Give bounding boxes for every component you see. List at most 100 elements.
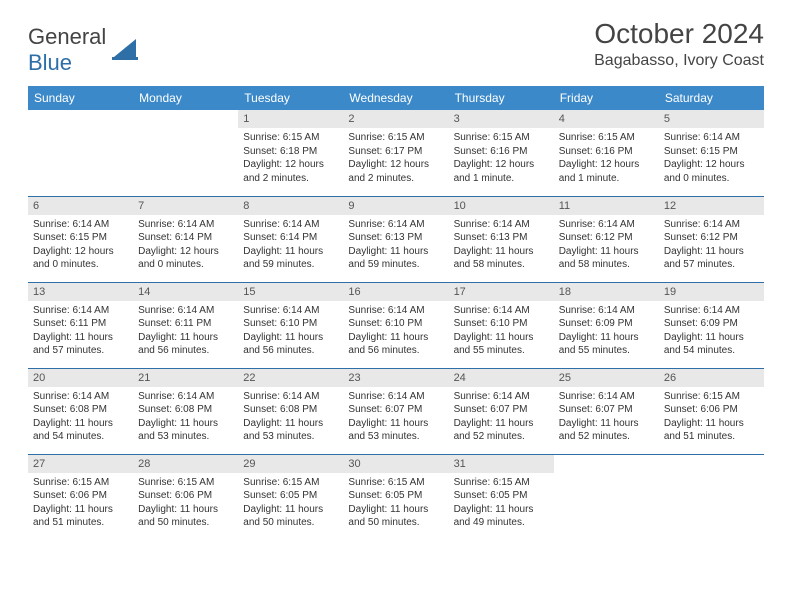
day-details: Sunrise: 6:14 AMSunset: 6:08 PMDaylight:… xyxy=(238,387,343,450)
day-details: Sunrise: 6:14 AMSunset: 6:10 PMDaylight:… xyxy=(238,301,343,364)
day-details: Sunrise: 6:14 AMSunset: 6:15 PMDaylight:… xyxy=(659,128,764,191)
calendar-day-cell: 15Sunrise: 6:14 AMSunset: 6:10 PMDayligh… xyxy=(238,282,343,368)
day-number: 30 xyxy=(343,455,448,473)
day-number: 9 xyxy=(343,197,448,215)
sunrise-text: Sunrise: 6:14 AM xyxy=(33,390,128,404)
daylight-text: Daylight: 11 hours and 56 minutes. xyxy=(138,331,233,358)
daylight-text: Daylight: 11 hours and 50 minutes. xyxy=(348,503,443,530)
day-number: 2 xyxy=(343,110,448,128)
sunset-text: Sunset: 6:15 PM xyxy=(33,231,128,245)
day-number: 21 xyxy=(133,369,238,387)
day-number: 22 xyxy=(238,369,343,387)
sunset-text: Sunset: 6:07 PM xyxy=(454,403,549,417)
day-details: Sunrise: 6:14 AMSunset: 6:07 PMDaylight:… xyxy=(449,387,554,450)
day-number: 29 xyxy=(238,455,343,473)
day-number: 25 xyxy=(554,369,659,387)
sunrise-text: Sunrise: 6:14 AM xyxy=(33,218,128,232)
daylight-text: Daylight: 11 hours and 53 minutes. xyxy=(348,417,443,444)
sunset-text: Sunset: 6:06 PM xyxy=(138,489,233,503)
day-number: 4 xyxy=(554,110,659,128)
calendar-day-cell: .. xyxy=(659,454,764,540)
sunrise-text: Sunrise: 6:14 AM xyxy=(454,218,549,232)
daylight-text: Daylight: 11 hours and 58 minutes. xyxy=(559,245,654,272)
daylight-text: Daylight: 11 hours and 52 minutes. xyxy=(559,417,654,444)
daylight-text: Daylight: 12 hours and 0 minutes. xyxy=(138,245,233,272)
calendar-day-cell: .. xyxy=(28,110,133,196)
calendar-day-cell: 2Sunrise: 6:15 AMSunset: 6:17 PMDaylight… xyxy=(343,110,448,196)
sunrise-text: Sunrise: 6:15 AM xyxy=(348,476,443,490)
daylight-text: Daylight: 11 hours and 50 minutes. xyxy=(243,503,338,530)
day-details: Sunrise: 6:15 AMSunset: 6:05 PMDaylight:… xyxy=(238,473,343,536)
sunrise-text: Sunrise: 6:14 AM xyxy=(348,218,443,232)
day-number: 20 xyxy=(28,369,133,387)
day-details: Sunrise: 6:14 AMSunset: 6:07 PMDaylight:… xyxy=(554,387,659,450)
daylight-text: Daylight: 11 hours and 57 minutes. xyxy=(33,331,128,358)
day-details: Sunrise: 6:14 AMSunset: 6:12 PMDaylight:… xyxy=(554,215,659,278)
calendar-day-cell: 12Sunrise: 6:14 AMSunset: 6:12 PMDayligh… xyxy=(659,196,764,282)
day-details: Sunrise: 6:14 AMSunset: 6:11 PMDaylight:… xyxy=(28,301,133,364)
sunset-text: Sunset: 6:13 PM xyxy=(348,231,443,245)
brand-word1: General xyxy=(28,24,106,49)
day-details: Sunrise: 6:15 AMSunset: 6:05 PMDaylight:… xyxy=(449,473,554,536)
daylight-text: Daylight: 11 hours and 55 minutes. xyxy=(454,331,549,358)
sunset-text: Sunset: 6:07 PM xyxy=(348,403,443,417)
daylight-text: Daylight: 11 hours and 53 minutes. xyxy=(138,417,233,444)
calendar-week-row: 6Sunrise: 6:14 AMSunset: 6:15 PMDaylight… xyxy=(28,196,764,282)
sunset-text: Sunset: 6:14 PM xyxy=(243,231,338,245)
sunrise-text: Sunrise: 6:15 AM xyxy=(664,390,759,404)
sunset-text: Sunset: 6:08 PM xyxy=(243,403,338,417)
calendar-day-cell: .. xyxy=(554,454,659,540)
sunrise-text: Sunrise: 6:14 AM xyxy=(138,390,233,404)
sunrise-text: Sunrise: 6:14 AM xyxy=(454,390,549,404)
day-number: 16 xyxy=(343,283,448,301)
day-number: 28 xyxy=(133,455,238,473)
calendar-day-cell: 1Sunrise: 6:15 AMSunset: 6:18 PMDaylight… xyxy=(238,110,343,196)
sunset-text: Sunset: 6:12 PM xyxy=(664,231,759,245)
sunset-text: Sunset: 6:16 PM xyxy=(559,145,654,159)
sunset-text: Sunset: 6:10 PM xyxy=(454,317,549,331)
day-number: 11 xyxy=(554,197,659,215)
sunrise-text: Sunrise: 6:14 AM xyxy=(243,390,338,404)
page-title: October 2024 xyxy=(594,18,764,50)
sunset-text: Sunset: 6:17 PM xyxy=(348,145,443,159)
calendar-day-cell: 25Sunrise: 6:14 AMSunset: 6:07 PMDayligh… xyxy=(554,368,659,454)
day-number: 24 xyxy=(449,369,554,387)
day-details: Sunrise: 6:14 AMSunset: 6:10 PMDaylight:… xyxy=(449,301,554,364)
day-number: 10 xyxy=(449,197,554,215)
daylight-text: Daylight: 11 hours and 50 minutes. xyxy=(138,503,233,530)
daylight-text: Daylight: 12 hours and 0 minutes. xyxy=(664,158,759,185)
calendar-day-cell: 5Sunrise: 6:14 AMSunset: 6:15 PMDaylight… xyxy=(659,110,764,196)
sunset-text: Sunset: 6:05 PM xyxy=(454,489,549,503)
sunrise-text: Sunrise: 6:14 AM xyxy=(559,390,654,404)
sunrise-text: Sunrise: 6:15 AM xyxy=(348,131,443,145)
calendar-day-cell: 18Sunrise: 6:14 AMSunset: 6:09 PMDayligh… xyxy=(554,282,659,368)
sunrise-text: Sunrise: 6:14 AM xyxy=(664,218,759,232)
sunrise-text: Sunrise: 6:14 AM xyxy=(559,304,654,318)
sunrise-text: Sunrise: 6:14 AM xyxy=(454,304,549,318)
calendar-day-cell: 29Sunrise: 6:15 AMSunset: 6:05 PMDayligh… xyxy=(238,454,343,540)
sunrise-text: Sunrise: 6:14 AM xyxy=(664,304,759,318)
day-details: Sunrise: 6:15 AMSunset: 6:16 PMDaylight:… xyxy=(449,128,554,191)
sunset-text: Sunset: 6:11 PM xyxy=(138,317,233,331)
calendar-day-cell: 19Sunrise: 6:14 AMSunset: 6:09 PMDayligh… xyxy=(659,282,764,368)
sunset-text: Sunset: 6:13 PM xyxy=(454,231,549,245)
day-number: 8 xyxy=(238,197,343,215)
day-details: Sunrise: 6:14 AMSunset: 6:13 PMDaylight:… xyxy=(449,215,554,278)
weekday-header: Sunday xyxy=(28,86,133,110)
day-details: Sunrise: 6:14 AMSunset: 6:14 PMDaylight:… xyxy=(238,215,343,278)
day-number: 7 xyxy=(133,197,238,215)
day-details: Sunrise: 6:14 AMSunset: 6:10 PMDaylight:… xyxy=(343,301,448,364)
day-details: Sunrise: 6:14 AMSunset: 6:08 PMDaylight:… xyxy=(133,387,238,450)
calendar-day-cell: 24Sunrise: 6:14 AMSunset: 6:07 PMDayligh… xyxy=(449,368,554,454)
calendar-day-cell: .. xyxy=(133,110,238,196)
sunset-text: Sunset: 6:12 PM xyxy=(559,231,654,245)
daylight-text: Daylight: 11 hours and 54 minutes. xyxy=(664,331,759,358)
sunrise-text: Sunrise: 6:14 AM xyxy=(138,304,233,318)
day-number: 1 xyxy=(238,110,343,128)
brand-text: General Blue xyxy=(28,24,106,76)
day-details: Sunrise: 6:15 AMSunset: 6:18 PMDaylight:… xyxy=(238,128,343,191)
day-number: 27 xyxy=(28,455,133,473)
daylight-text: Daylight: 11 hours and 53 minutes. xyxy=(243,417,338,444)
day-number: 5 xyxy=(659,110,764,128)
sunrise-text: Sunrise: 6:14 AM xyxy=(243,218,338,232)
